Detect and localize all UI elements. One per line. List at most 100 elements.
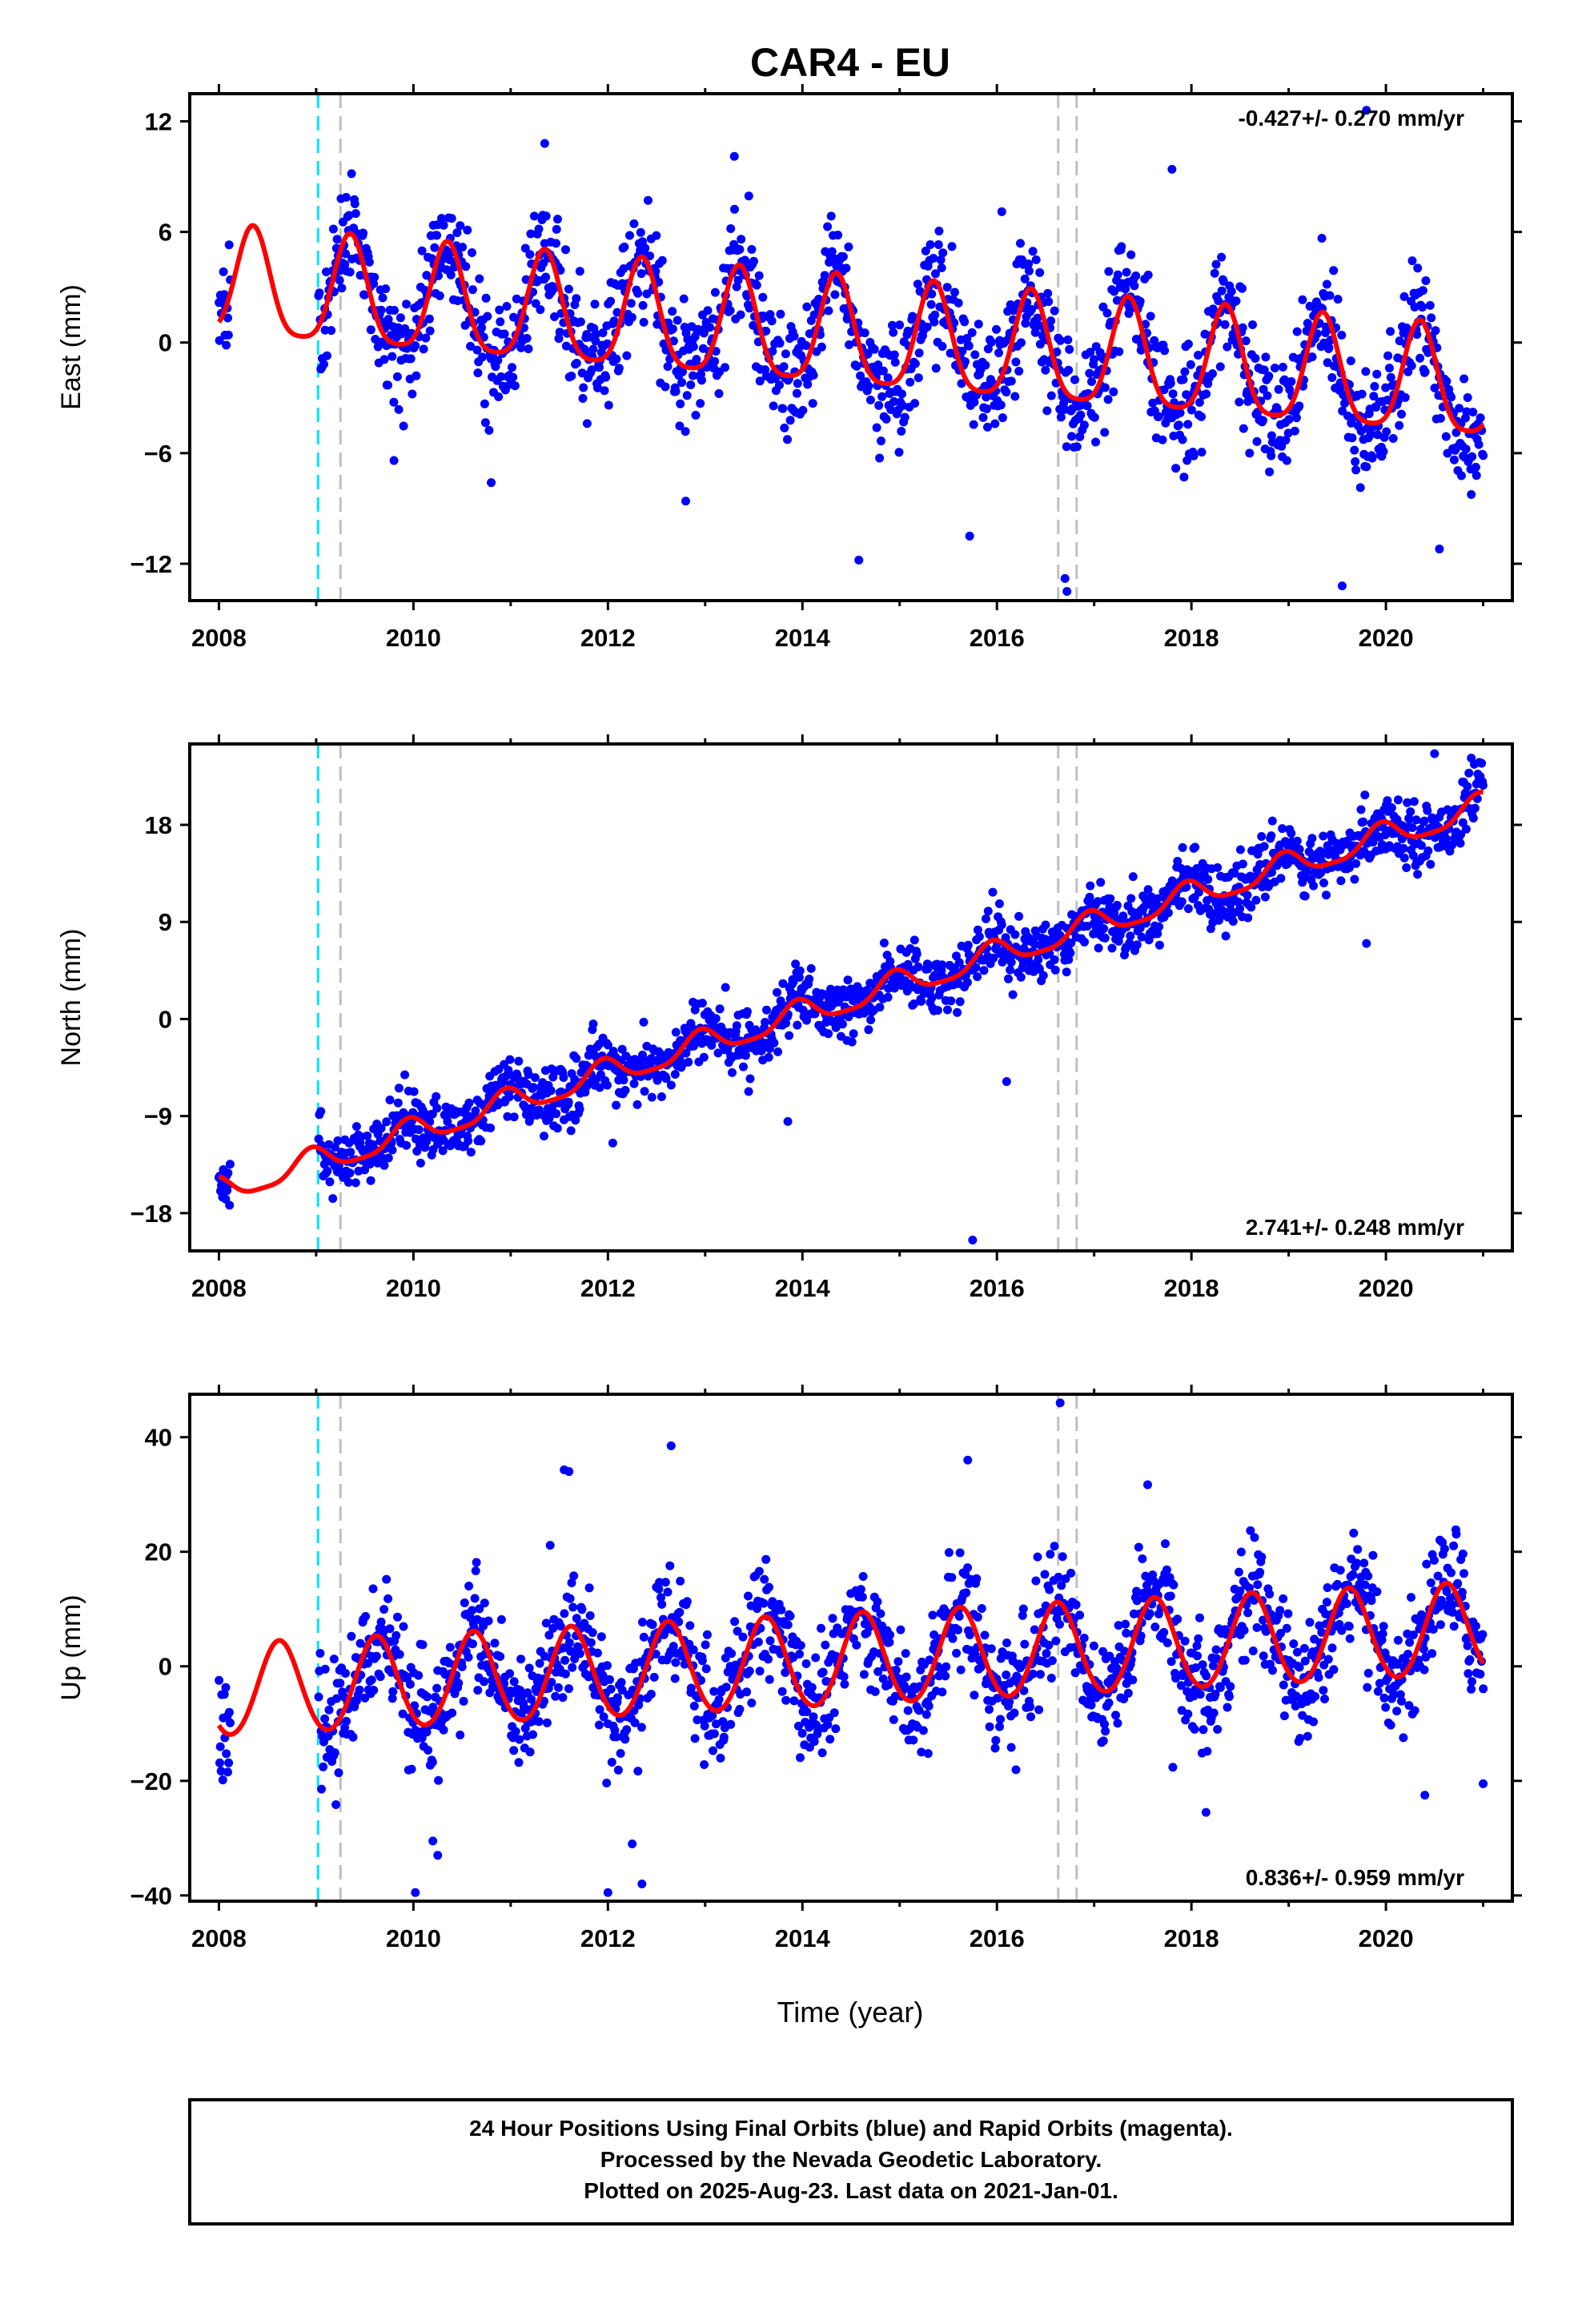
data-point	[366, 1176, 375, 1185]
data-point	[588, 1019, 598, 1029]
data-point	[457, 1662, 467, 1671]
velocity-label: 0.836+/- 0.959 mm/yr	[1246, 1865, 1464, 1890]
outlier-point	[1055, 1398, 1065, 1408]
data-point	[1298, 295, 1307, 304]
data-point	[423, 1692, 432, 1702]
data-point	[1359, 1558, 1369, 1568]
data-point	[224, 1758, 234, 1767]
data-point	[1224, 1692, 1234, 1702]
data-point	[775, 339, 785, 348]
data-point	[1210, 909, 1219, 919]
data-point	[1478, 1630, 1488, 1639]
data-point	[480, 1677, 489, 1687]
data-point	[1045, 1585, 1054, 1594]
data-point	[937, 263, 946, 272]
data-point	[620, 242, 629, 251]
data-point	[833, 231, 843, 239]
data-point	[1278, 824, 1287, 834]
data-point	[1372, 369, 1382, 379]
data-point	[333, 1136, 343, 1145]
data-point	[884, 1680, 893, 1690]
data-point	[888, 320, 897, 330]
data-point	[607, 1758, 616, 1767]
data-point	[1114, 347, 1124, 356]
data-point	[878, 366, 888, 376]
data-point	[606, 296, 616, 306]
data-point	[1281, 436, 1291, 445]
data-point	[1195, 398, 1204, 407]
data-point	[616, 1749, 625, 1758]
data-point	[689, 342, 698, 352]
data-point	[1384, 364, 1394, 373]
data-point	[1028, 1669, 1038, 1679]
caption-box: 24 Hour Positions Using Final Orbits (bl…	[188, 2098, 1514, 2225]
data-point	[395, 1650, 404, 1659]
data-point	[410, 1701, 420, 1711]
data-point	[739, 1062, 748, 1072]
data-point	[697, 999, 707, 1008]
data-point	[961, 1570, 970, 1579]
data-point	[1050, 306, 1059, 316]
data-point	[577, 368, 587, 378]
data-point	[523, 1688, 532, 1698]
data-point	[626, 299, 636, 308]
data-point	[794, 972, 804, 982]
data-point	[1186, 360, 1195, 369]
data-point	[725, 306, 735, 316]
data-point	[669, 1642, 678, 1651]
data-point	[1470, 803, 1480, 813]
data-point	[394, 1084, 404, 1093]
data-point	[329, 1655, 339, 1664]
data-point	[1093, 897, 1102, 907]
data-point	[1300, 891, 1310, 901]
data-point	[823, 222, 833, 231]
data-point	[1130, 281, 1139, 291]
data-point	[789, 1696, 799, 1706]
x-axis-title: Time (year)	[777, 1996, 924, 2028]
data-point	[1449, 1541, 1459, 1550]
data-point	[996, 1715, 1005, 1724]
data-point	[350, 199, 359, 208]
data-point	[1238, 283, 1247, 293]
data-point	[656, 1593, 665, 1602]
data-point	[1235, 1567, 1243, 1577]
data-point	[593, 383, 602, 392]
x-tick-label: 2018	[1164, 1924, 1219, 1952]
data-point	[647, 1092, 656, 1102]
outlier-point	[389, 456, 399, 465]
data-point	[934, 227, 944, 235]
data-point	[509, 1677, 519, 1687]
data-point	[389, 397, 399, 407]
data-point	[629, 219, 639, 228]
data-point	[711, 1014, 721, 1023]
data-point	[947, 242, 957, 251]
data-point	[970, 397, 979, 407]
data-point	[504, 1066, 513, 1075]
data-point	[314, 1692, 323, 1702]
data-point	[1106, 894, 1115, 903]
data-point	[1050, 1542, 1059, 1551]
data-point	[582, 419, 592, 428]
data-point	[468, 1606, 477, 1615]
data-point	[1460, 1569, 1468, 1578]
data-point	[986, 1644, 996, 1654]
data-point	[428, 1758, 437, 1767]
data-point	[912, 949, 921, 959]
data-point	[1173, 1614, 1182, 1624]
data-point	[793, 1721, 803, 1731]
data-point	[857, 1592, 867, 1602]
data-point	[744, 191, 753, 201]
data-point	[580, 1659, 590, 1669]
data-point	[1422, 1559, 1431, 1569]
data-point	[824, 1029, 833, 1039]
data-point	[760, 1574, 769, 1584]
outlier-point	[1479, 1779, 1488, 1788]
data-point	[379, 355, 389, 364]
y-tick-label: 6	[159, 219, 172, 247]
data-point	[1213, 862, 1223, 872]
data-point	[222, 340, 231, 350]
model-fit-curve	[218, 790, 1484, 1194]
data-point	[385, 1096, 395, 1104]
data-point	[710, 287, 720, 297]
data-point	[315, 288, 324, 298]
